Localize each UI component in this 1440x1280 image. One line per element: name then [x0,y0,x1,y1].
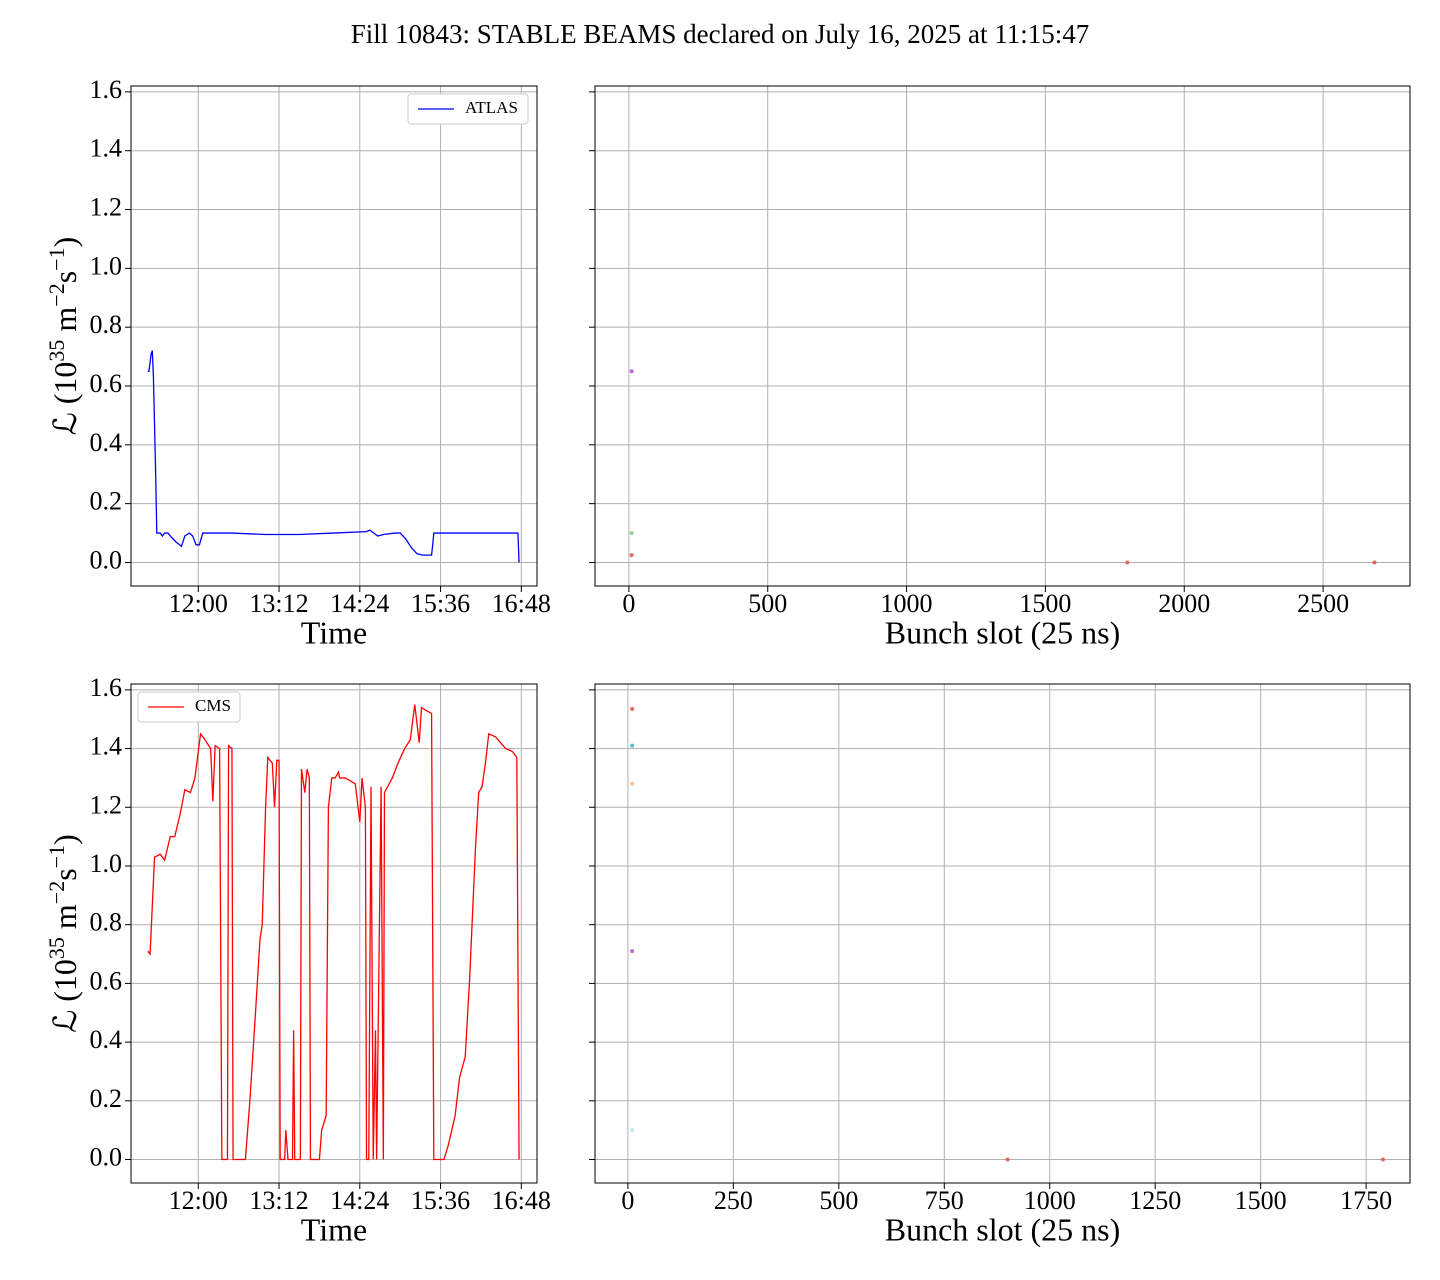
subplot: 12:00 13:12 14:24 15:36 16:48 0.0 0.2 0.4 0.6 0.8… [44,75,551,650]
y-tick-label: 0.2 [90,1084,123,1113]
x-tick-label: 1000 [881,589,933,618]
plot-frame [594,683,1411,1184]
x-tick-label: 13:12 [249,1186,308,1215]
y-tick-label: 1.2 [90,192,123,221]
scatter-point [630,706,635,711]
subplot: 0 500 1000 1500 2000 2500 Bunch slot (25 ns) [589,85,1411,650]
x-tick-label: 14:24 [330,1186,389,1215]
y-tick-label: 0.4 [90,428,123,457]
scatter-point [630,1128,635,1133]
y-tick-label: 0.0 [90,1142,123,1171]
x-tick-label: 16:48 [492,1186,551,1215]
x-tick-label: 1250 [1129,1186,1181,1215]
series-line [147,704,520,1161]
x-tick-label: 13:12 [249,589,308,618]
x-tick-label: 14:24 [330,589,389,618]
scatter-point [630,743,635,748]
scatter-point [629,531,634,536]
x-tick-label: 0 [621,1186,634,1215]
y-axis-label-superscript: −1 [44,247,69,270]
y-tick-label: 1.6 [90,75,123,104]
plot-frame [594,85,1411,587]
scatter-point [1381,1157,1386,1162]
y-axis-label-part: m [47,307,83,340]
x-tick-label: 15:36 [411,589,470,618]
y-axis-label-part: s [47,868,83,880]
x-tick-label: 12:00 [169,589,228,618]
y-tick-label: 0.8 [90,908,123,937]
x-tick-label: 16:48 [492,589,551,618]
y-axis-label-part: ℒ (10 [47,362,83,436]
y-tick-label: 0.0 [90,545,123,574]
scatter-point [629,553,634,558]
y-tick-label: 0.2 [90,487,123,516]
x-tick-label: 2500 [1297,589,1349,618]
y-tick-label: 1.4 [90,732,123,761]
y-axis-label-superscript: 35 [44,937,69,959]
y-tick-label: 1.0 [90,849,123,878]
y-axis-label-superscript: −2 [44,881,69,904]
plot-frame [130,683,538,1184]
y-axis-label-part: m [47,904,83,937]
x-tick-label: 15:36 [411,1186,470,1215]
y-tick-label: 1.0 [90,251,123,280]
scatter-point [1125,560,1130,565]
y-tick-label: 1.6 [90,673,123,702]
subplot: 12:00 13:12 14:24 15:36 16:48 0.0 0.2 0.4 0.6 0.8… [44,673,551,1248]
scatter-point [629,369,634,374]
y-axis-label-part: ℒ (10 [47,959,83,1033]
scatter-point [1005,1157,1010,1162]
x-tick-label: 500 [748,589,787,618]
scatter-point [630,949,635,954]
x-axis-label: Bunch slot (25 ns) [885,614,1121,650]
y-tick-label: 0.4 [90,1025,123,1054]
x-tick-label: 1000 [1024,1186,1076,1215]
scatter-point [1372,560,1377,565]
legend-box [137,691,241,723]
x-axis-label: Time [301,1211,367,1247]
x-tick-label: 1500 [1019,589,1071,618]
y-axis-label-superscript: 35 [44,340,69,362]
y-axis-label-superscript: −1 [44,845,69,868]
x-tick-label: 500 [819,1186,858,1215]
x-tick-label: 0 [622,589,635,618]
y-tick-label: 0.6 [90,369,123,398]
legend-label: CMS [195,696,231,715]
plot-frame [130,85,538,587]
y-axis-label-part: s [47,271,83,283]
y-axis-label-superscript: −2 [44,283,69,306]
y-axis-label-part: ) [47,834,83,845]
scatter-point [630,781,635,786]
x-tick-label: 12:00 [169,1186,228,1215]
y-tick-label: 0.6 [90,966,123,995]
y-tick-label: 1.4 [90,134,123,163]
y-tick-label: 0.8 [90,310,123,339]
y-axis-label: ℒ (1035 m−2s−1) [44,237,83,436]
series-line [147,350,520,563]
legend-box [407,93,529,125]
y-tick-label: 1.2 [90,790,123,819]
subplot: 0 250 500 750 1000 1250 1500 1750 Bunch slot (25… [589,683,1411,1247]
x-tick-label: 2000 [1158,589,1210,618]
x-tick-label: 750 [925,1186,964,1215]
legend-label: ATLAS [465,98,518,117]
x-axis-label: Time [301,614,367,650]
y-axis-label-part: ) [47,237,83,248]
x-tick-label: 1750 [1340,1186,1392,1215]
figure-title: Fill 10843: STABLE BEAMS declared on Jul… [351,19,1090,49]
y-axis-label: ℒ (1035 m−2s−1) [44,834,83,1033]
x-tick-label: 250 [714,1186,753,1215]
x-axis-label: Bunch slot (25 ns) [885,1211,1121,1247]
x-tick-label: 1500 [1235,1186,1287,1215]
